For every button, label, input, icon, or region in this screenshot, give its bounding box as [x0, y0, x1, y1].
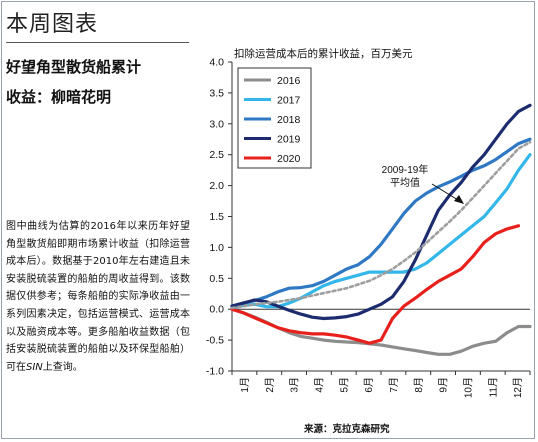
legend: 2016 2017 2018 2019 2020: [237, 67, 312, 169]
y-tick-label: -0.5: [206, 335, 224, 347]
x-tick-label: 3月: [289, 377, 301, 393]
y-tick-label: 3.5: [209, 87, 224, 99]
legend-label-2018: 2018: [277, 114, 301, 126]
series-line-2018: [230, 137, 532, 308]
y-tick-label: 1.0: [209, 242, 224, 254]
x-tick-label: 5月: [338, 377, 350, 393]
header-divider: [6, 42, 189, 43]
annotation-arrow-line: [431, 183, 459, 201]
series-line-average: [230, 141, 532, 310]
x-tick-label: 12月: [512, 377, 524, 398]
left-panel: 本周图表 好望角型散货船累计 收益：柳暗花明 图中曲线为估算的2016年以来历年…: [0, 0, 195, 442]
legend-label-2016: 2016: [277, 75, 301, 87]
series-line-2017: [230, 153, 532, 310]
legend-label-2020: 2020: [277, 153, 301, 165]
subtitle-line-2: 收益：柳暗花明: [6, 88, 112, 106]
description-body: 图中曲线为估算的2016年以来历年好望角型散货船即期市场累计收益（扣除运营成本后…: [6, 221, 190, 373]
x-tick-label: 6月: [363, 377, 375, 393]
legend-label-2017: 2017: [277, 95, 301, 107]
series-line-2016: [230, 307, 532, 356]
description-text: 图中曲线为估算的2016年以来历年好望角型散货船即期市场累计收益（扣除运营成本后…: [6, 218, 190, 376]
x-tick-label: 4月: [313, 377, 325, 393]
x-tick-label: 1月: [239, 377, 251, 393]
source-note: 来源：克拉克森研究: [304, 424, 390, 435]
description-tail: 上查询。: [42, 361, 83, 373]
x-tick-label: 11月: [487, 377, 499, 397]
x-tick-label: 9月: [438, 377, 450, 393]
y-tick-label: 0.0: [209, 304, 224, 316]
chart-subtitle: 好望角型散货船累计 收益：柳暗花明: [6, 52, 192, 112]
x-tick-label: 8月: [413, 377, 425, 393]
y-tick-label: 1.5: [209, 211, 224, 223]
x-tick-label: 7月: [388, 377, 400, 393]
x-tick-label: 2月: [264, 377, 276, 393]
y-tick-label: 4.0: [209, 57, 224, 69]
x-tick-label: 10月: [462, 377, 474, 398]
y-tick-label: 0.5: [209, 273, 224, 285]
series-line-2020: [230, 224, 521, 345]
subtitle-line-1: 好望角型散货船累计: [6, 58, 142, 76]
y-tick-label: 2.0: [209, 180, 224, 192]
series-line-2019: [230, 103, 532, 321]
y-tick-label: 3.0: [209, 118, 224, 130]
annotation-label-1: 2009-19年: [382, 163, 429, 176]
legend-label-2019: 2019: [277, 134, 301, 146]
description-sin: SIN: [26, 361, 43, 373]
annotation-arrow-head: [454, 195, 464, 204]
annotation-label-2: 平均值: [390, 176, 420, 189]
chart-title: 扣除运营成本后的累计收益，百万美元: [234, 47, 413, 60]
y-tick-label: -1.0: [206, 366, 224, 378]
header-title: 本周图表: [6, 12, 99, 37]
y-tick-label: 2.5: [209, 149, 224, 161]
